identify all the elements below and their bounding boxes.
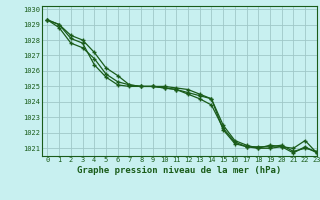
X-axis label: Graphe pression niveau de la mer (hPa): Graphe pression niveau de la mer (hPa) [77, 166, 281, 175]
